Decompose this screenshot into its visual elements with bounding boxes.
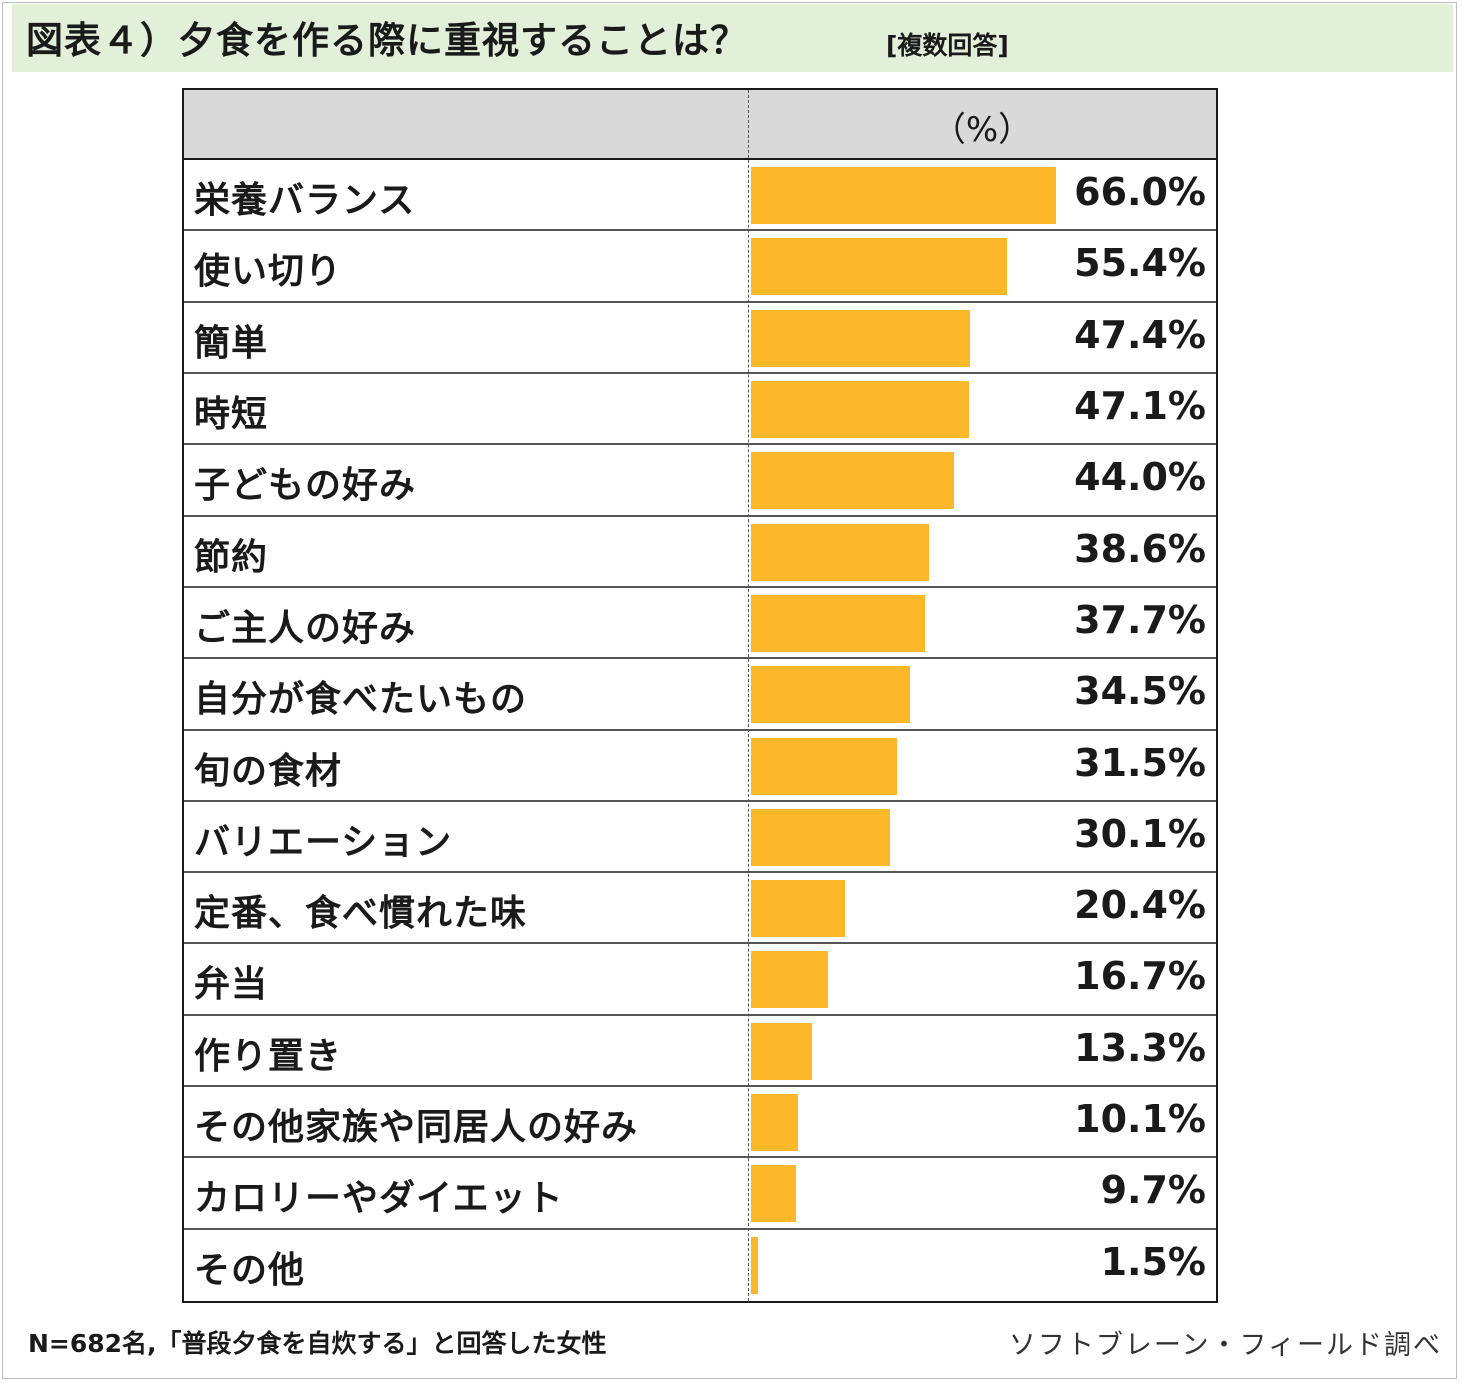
category-label: カロリーやダイエット xyxy=(194,1178,564,1220)
table-row: 旬の食材 31.5% xyxy=(184,731,1216,802)
value-label: 47.4% xyxy=(1074,312,1206,357)
table-row: 時短 47.1% xyxy=(184,374,1216,446)
sample-footnote: N=682名,「普段夕食を自炊する」と回答した女性 xyxy=(28,1329,607,1358)
category-label: 定番、食べ慣れた味 xyxy=(194,893,528,935)
category-label: 旬の食材 xyxy=(194,750,343,792)
category-label: その他家族や同居人の好み xyxy=(194,1107,639,1149)
unit-label: （%） xyxy=(931,110,1033,150)
data-bar xyxy=(751,452,955,510)
table-row: 簡単 47.4% xyxy=(184,303,1216,374)
table-row: 節約 38.6% xyxy=(184,517,1216,588)
value-label: 47.1% xyxy=(1074,383,1206,428)
data-bar xyxy=(751,951,829,1009)
value-label: 66.0% xyxy=(1074,170,1206,214)
category-label: 時短 xyxy=(194,393,269,435)
value-label: 37.7% xyxy=(1074,597,1206,642)
table-row: バリエーション 30.1% xyxy=(184,802,1216,874)
data-bar xyxy=(751,167,1056,224)
source-credit: ソフトブレーン・フィールド調べ xyxy=(1008,1330,1442,1361)
value-label: 31.5% xyxy=(1074,740,1206,785)
multiple-answer-tag: [複数回答] xyxy=(886,31,1009,60)
data-bar xyxy=(751,1022,813,1080)
value-label: 9.7% xyxy=(1100,1168,1206,1213)
value-label: 13.3% xyxy=(1074,1025,1206,1070)
table-row: 栄養バランス 66.0% xyxy=(184,160,1216,232)
data-bar xyxy=(751,1094,798,1152)
category-label: バリエーション xyxy=(194,821,453,863)
table-row: ご主人の好み 37.7% xyxy=(184,588,1216,660)
category-label: 子どもの好み xyxy=(194,465,417,507)
data-bar xyxy=(751,666,911,724)
category-label: ご主人の好み xyxy=(194,607,417,649)
category-label: 弁当 xyxy=(194,964,269,1006)
category-label: 使い切り xyxy=(194,251,343,293)
data-bar xyxy=(751,523,930,581)
category-label: 栄養バランス xyxy=(194,180,416,221)
category-label: 節約 xyxy=(194,536,269,578)
category-label: 簡単 xyxy=(194,322,269,364)
table-row: 弁当 16.7% xyxy=(184,944,1216,1016)
value-label: 10.1% xyxy=(1074,1097,1206,1142)
table-row: その他家族や同居人の好み 10.1% xyxy=(184,1087,1216,1159)
table-row: 定番、食べ慣れた味 20.4% xyxy=(184,873,1216,945)
category-label: 作り置き xyxy=(194,1035,343,1077)
table-row: その他 1.5% xyxy=(184,1230,1216,1301)
data-bar xyxy=(751,594,926,652)
category-label: その他 xyxy=(194,1249,306,1291)
category-label: 自分が食べたいもの xyxy=(194,679,528,721)
table-header-row: （%） xyxy=(184,90,1216,160)
value-label: 1.5% xyxy=(1100,1239,1206,1284)
value-label: 44.0% xyxy=(1074,455,1206,500)
table-row: 自分が食べたいもの 34.5% xyxy=(184,659,1216,731)
data-bar xyxy=(751,1236,758,1294)
table-row: 子どもの好み 44.0% xyxy=(184,445,1216,517)
value-label: 30.1% xyxy=(1074,811,1206,856)
column-divider xyxy=(748,90,749,1301)
value-label: 38.6% xyxy=(1074,526,1206,571)
chart-title: 図表４）夕食を作る際に重視することは？ xyxy=(26,19,748,62)
data-bar xyxy=(751,808,891,866)
bar-table: （%） 栄養バランス 66.0% 使い切り 55.4% 簡単 47.4% 時短 47.1% 子ど… xyxy=(182,88,1218,1303)
title-band xyxy=(12,4,1453,72)
value-label: 55.4% xyxy=(1074,241,1206,286)
value-label: 20.4% xyxy=(1074,883,1206,928)
data-bar xyxy=(751,380,969,438)
table-row: カロリーやダイエット 9.7% xyxy=(184,1158,1216,1230)
data-bar xyxy=(751,1165,796,1223)
table-row: 作り置き 13.3% xyxy=(184,1016,1216,1088)
data-bar xyxy=(751,238,1007,296)
data-bar xyxy=(751,309,970,367)
data-bar xyxy=(751,737,897,795)
value-label: 16.7% xyxy=(1074,954,1206,999)
data-bar xyxy=(751,880,846,938)
value-label: 34.5% xyxy=(1074,669,1206,714)
table-row: 使い切り 55.4% xyxy=(184,231,1216,303)
